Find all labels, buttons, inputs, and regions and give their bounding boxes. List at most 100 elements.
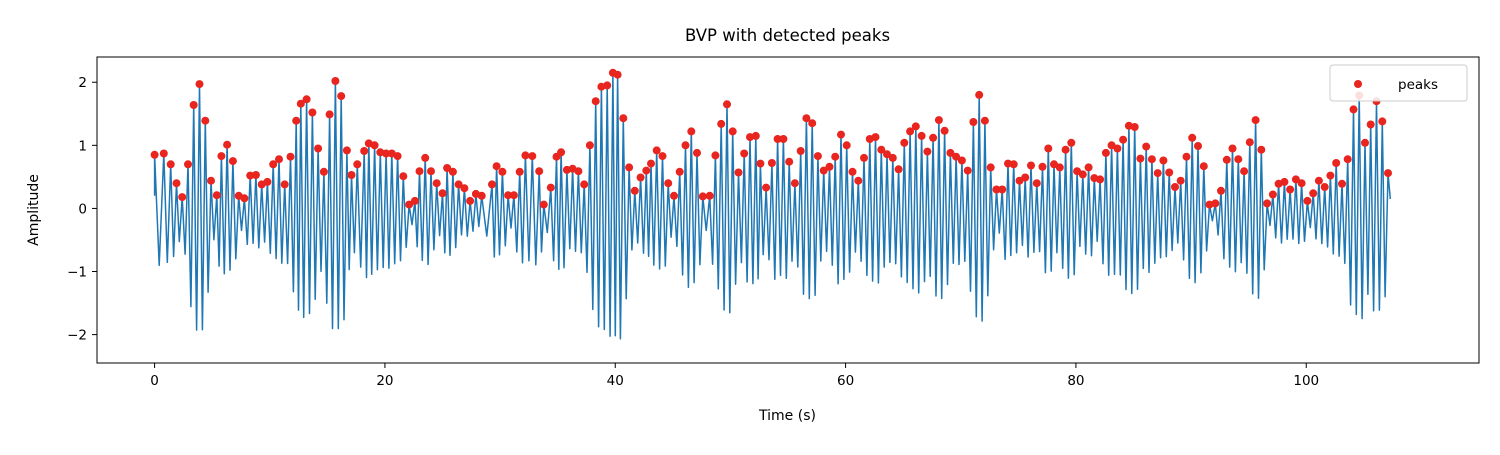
peak-marker [296, 99, 305, 108]
peak-marker [498, 167, 507, 176]
peak-marker [591, 97, 600, 106]
peak-marker [189, 101, 198, 109]
x-tick-label: 100 [1293, 373, 1319, 389]
peak-marker [1309, 189, 1318, 198]
chart-title: BVP with detected peaks [685, 26, 890, 45]
peak-marker [934, 116, 943, 125]
y-tick-label: 1 [78, 138, 87, 154]
peak-marker [504, 191, 513, 200]
peak-marker [647, 159, 655, 168]
peak-marker [1061, 145, 1070, 154]
peak-marker [172, 179, 181, 188]
peak-marker [619, 114, 628, 123]
peak-marker [539, 200, 548, 209]
peak-marker [813, 152, 822, 161]
peak-marker [1055, 163, 1064, 172]
peak-marker [603, 81, 612, 90]
peak-marker [1320, 183, 1329, 191]
peak-marker [521, 151, 530, 160]
legend-marker-peaks [1354, 80, 1362, 88]
peak-marker [923, 147, 932, 156]
peak-marker [969, 118, 978, 126]
peak-marker [1361, 138, 1369, 147]
peak-marker [740, 149, 749, 158]
peak-marker [1291, 175, 1300, 184]
peak-marker [1009, 160, 1018, 169]
peak-marker [779, 135, 788, 143]
peak-marker [952, 152, 961, 161]
peak-marker [871, 133, 880, 142]
peak-marker [438, 189, 447, 198]
peak-marker [1182, 152, 1191, 161]
peak-marker [410, 196, 419, 205]
y-tick-label: 2 [78, 75, 87, 91]
peak-marker [630, 186, 639, 195]
peak-marker [652, 146, 661, 155]
peak-marker [986, 163, 995, 172]
y-tick-label: −2 [67, 328, 87, 344]
peak-marker [1101, 148, 1110, 157]
peak-marker [756, 159, 765, 168]
peak-marker [917, 131, 926, 140]
peak-marker [405, 200, 414, 209]
peak-marker [1338, 179, 1346, 188]
peak-marker [432, 179, 441, 188]
peak-marker [1343, 155, 1352, 164]
peak-marker [900, 138, 909, 147]
peak-marker [308, 108, 317, 117]
peak-marker [1297, 179, 1306, 188]
peak-marker [877, 145, 886, 154]
peak-marker [785, 157, 794, 166]
peak-marker [488, 180, 496, 189]
peak-marker [717, 119, 726, 128]
peak-marker [331, 77, 340, 85]
peak-marker [1176, 176, 1185, 185]
peak-marker [802, 114, 811, 123]
peak-marker [399, 172, 408, 181]
peak-marker [1119, 135, 1128, 144]
peak-marker [1171, 183, 1179, 191]
peak-marker [166, 160, 175, 169]
peak-marker [963, 166, 972, 175]
peak-marker [1165, 168, 1174, 177]
peak-marker [883, 150, 891, 159]
peak-marker [711, 151, 720, 160]
peak-marker [998, 185, 1007, 194]
peak-marker [228, 157, 237, 166]
peak-marker [796, 147, 805, 155]
peak-marker [929, 133, 938, 142]
peak-marker [946, 148, 955, 157]
peak-marker [636, 173, 645, 182]
peak-marker [773, 135, 782, 143]
plot-area [96, 56, 1480, 364]
peak-marker [370, 141, 379, 150]
legend: peaks [1329, 64, 1468, 102]
peak-marker [269, 160, 278, 169]
peak-marker [528, 152, 537, 161]
peak-marker [767, 159, 776, 167]
peak-marker [1159, 156, 1168, 165]
peak-marker [184, 160, 192, 169]
peak-marker [1136, 154, 1145, 163]
peak-marker [1378, 117, 1387, 126]
peak-marker [347, 171, 356, 179]
peak-marker [1217, 186, 1225, 195]
x-tick-label: 20 [376, 373, 393, 389]
peak-marker [705, 191, 714, 200]
peak-marker [275, 155, 283, 164]
peak-marker [280, 180, 289, 189]
peak-marker [240, 194, 249, 203]
peak-marker [448, 167, 457, 176]
peak-marker [1222, 155, 1231, 164]
peak-marker [613, 70, 622, 79]
peak-marker [1314, 176, 1323, 185]
peak-marker [492, 162, 501, 171]
peaks-layer [150, 68, 1392, 209]
peak-marker [906, 127, 915, 136]
peak-marker [360, 147, 369, 155]
peak-marker [957, 156, 966, 165]
peak-marker [888, 153, 897, 162]
peak-marker [427, 167, 435, 176]
